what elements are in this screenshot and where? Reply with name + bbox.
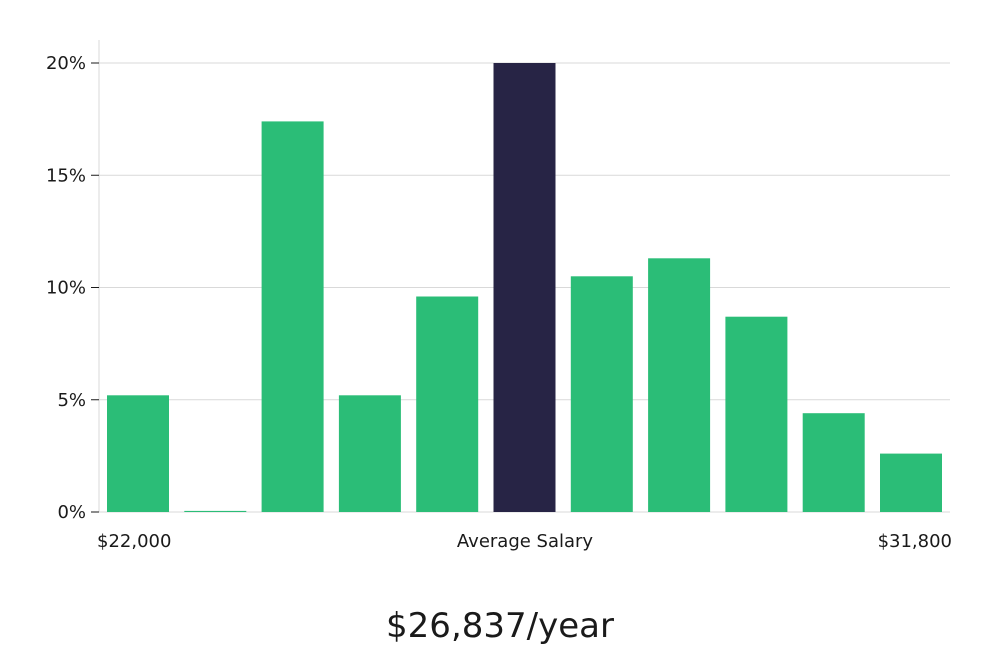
y-tick-label: 5%: [57, 390, 86, 411]
bar: [184, 510, 247, 512]
y-tick-label: 15%: [46, 165, 86, 186]
y-tick-label: 10%: [46, 278, 86, 299]
x-axis-label: Average Salary: [457, 531, 594, 552]
bar: [261, 121, 324, 513]
y-tick-label: 20%: [46, 53, 86, 74]
x-min-label: $22,000: [97, 531, 171, 552]
bar: [648, 258, 711, 512]
bar: [725, 316, 788, 512]
bar: [570, 276, 633, 512]
x-max-label: $31,800: [878, 531, 952, 552]
bar: [338, 395, 401, 512]
y-tick-label: 0%: [57, 502, 86, 523]
bars: [107, 63, 942, 513]
average-salary-value: $26,837/year: [386, 606, 614, 646]
salary-histogram: 0% 5% 10% 15% 20% $22,000 Average Salary $31…: [46, 40, 952, 552]
y-tick-labels: 0% 5% 10% 15% 20%: [46, 53, 99, 523]
bar: [107, 395, 169, 512]
bar-highlighted: [493, 63, 556, 512]
bar: [416, 296, 479, 512]
bar: [802, 413, 865, 512]
bar: [880, 453, 942, 512]
